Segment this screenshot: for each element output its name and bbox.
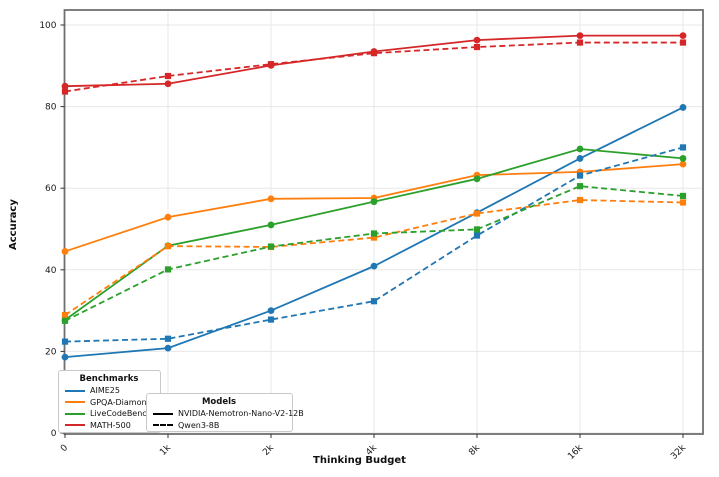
marker-livecodebench-v5-qwen3-8b [164, 266, 172, 273]
legend-item-aime25: AIME25 [65, 385, 153, 397]
legend-models: Models NVIDIA-Nemotron-Nano-V2-12B Qwen3… [146, 393, 304, 432]
legend-label-gpqa-diamond: GPQA-Diamond [90, 397, 152, 407]
marker-livecodebench-v5-qwen3-8b [370, 230, 378, 237]
marker-aime25-qwen3-8b [679, 144, 687, 151]
legend-models-title: Models [201, 397, 237, 407]
legend-item-livecodebench: LiveCodeBench v5 [65, 408, 164, 420]
marker-math-500-nvidia-nemotron-nano-v2-12b [164, 80, 172, 88]
y-tick-label: 20 [45, 347, 57, 357]
x-tick-label: 0 [59, 443, 70, 454]
marker-aime25-nvidia-nemotron-nano-v2-12b [576, 155, 584, 162]
marker-livecodebench-v5-nvidia-nemotron-nano-v2-12b [576, 145, 584, 153]
marker-livecodebench-v5-nvidia-nemotron-nano-v2-12b [267, 221, 275, 229]
legend-item-math-500: MATH-500 [65, 420, 153, 432]
marker-math-500-nvidia-nemotron-nano-v2-12b [679, 32, 687, 40]
marker-math-500-qwen3-8b [679, 39, 687, 46]
marker-aime25-qwen3-8b [61, 338, 69, 345]
marker-gpqa-diamond-qwen3-8b [164, 243, 172, 250]
marker-math-500-nvidia-nemotron-nano-v2-12b [473, 36, 481, 44]
legend-label-math-500: MATH-500 [90, 420, 131, 430]
legend-item-qwen3-8b: Qwen3-8B [153, 420, 285, 432]
marker-aime25-qwen3-8b [473, 232, 481, 239]
marker-math-500-qwen3-8b [473, 43, 481, 51]
legend-label-livecodebench: LiveCodeBench v5 [90, 409, 165, 419]
marker-math-500-nvidia-nemotron-nano-v2-12b [576, 32, 584, 40]
marker-math-500-qwen3-8b [370, 50, 378, 57]
line-swatch-aime25 [65, 389, 85, 392]
marker-aime25-qwen3-8b [576, 172, 584, 179]
x-axis-label: Thinking Budget [313, 455, 406, 466]
marker-aime25-qwen3-8b [267, 316, 275, 323]
marker-gpqa-diamond-qwen3-8b [576, 196, 584, 204]
marker-livecodebench-v5-nvidia-nemotron-nano-v2-12b [679, 155, 687, 162]
marker-aime25-qwen3-8b [164, 335, 172, 342]
y-tick-label: 0 [51, 429, 57, 439]
marker-math-500-qwen3-8b [267, 61, 275, 68]
y-tick-label: 80 [45, 103, 57, 113]
y-tick-label: 40 [45, 266, 57, 276]
marker-gpqa-diamond-nvidia-nemotron-nano-v2-12b [164, 213, 172, 221]
y-tick-label: 60 [45, 184, 57, 194]
marker-aime25-nvidia-nemotron-nano-v2-12b [679, 104, 687, 111]
marker-gpqa-diamond-nvidia-nemotron-nano-v2-12b [267, 195, 275, 203]
legend-item-nemotron: NVIDIA-Nemotron-Nano-V2-12B [153, 408, 304, 420]
line-swatch-math-500 [65, 424, 85, 427]
marker-math-500-qwen3-8b [61, 88, 69, 95]
marker-livecodebench-v5-nvidia-nemotron-nano-v2-12b [473, 175, 481, 183]
marker-aime25-nvidia-nemotron-nano-v2-12b [267, 307, 275, 314]
marker-gpqa-diamond-qwen3-8b [679, 199, 687, 206]
legend-label-nemotron: NVIDIA-Nemotron-Nano-V2-12B [178, 409, 304, 419]
legend-benchmarks: Benchmarks AIME25 GPQA-Diamond LiveCodeB… [58, 370, 164, 433]
marker-livecodebench-v5-qwen3-8b [473, 226, 481, 233]
marker-gpqa-diamond-qwen3-8b [370, 234, 378, 241]
marker-math-500-nvidia-nemotron-nano-v2-12b [61, 82, 69, 90]
legend-benchmarks-title: Benchmarks [79, 374, 139, 384]
marker-livecodebench-v5-qwen3-8b [61, 317, 69, 324]
marker-aime25-nvidia-nemotron-nano-v2-12b [370, 262, 378, 270]
marker-gpqa-diamond-nvidia-nemotron-nano-v2-12b [61, 248, 69, 255]
marker-livecodebench-v5-qwen3-8b [576, 183, 584, 190]
line-swatch-gpqa-diamond [65, 401, 85, 404]
marker-gpqa-diamond-qwen3-8b [61, 311, 69, 319]
legend-label-qwen3-8b: Qwen3-8B [178, 420, 220, 430]
legend-item-gpqa-diamond: GPQA-Diamond [65, 397, 153, 409]
line-swatch-nemotron [153, 412, 173, 415]
marker-livecodebench-v5-nvidia-nemotron-nano-v2-12b [370, 198, 378, 206]
marker-math-500-qwen3-8b [576, 39, 584, 46]
y-tick-label: 100 [39, 21, 56, 31]
marker-gpqa-diamond-nvidia-nemotron-nano-v2-12b [679, 160, 687, 168]
line-swatch-livecodebench [65, 412, 85, 415]
marker-livecodebench-v5-qwen3-8b [267, 243, 275, 250]
y-axis-label: Accuracy [8, 199, 19, 250]
marker-math-500-qwen3-8b [164, 72, 172, 80]
marker-gpqa-diamond-qwen3-8b [473, 210, 481, 217]
legend-label-aime25: AIME25 [90, 386, 120, 396]
line-swatch-qwen3-8b [153, 424, 173, 427]
plot-border [63, 9, 704, 435]
marker-livecodebench-v5-qwen3-8b [679, 192, 687, 200]
marker-aime25-nvidia-nemotron-nano-v2-12b [164, 344, 172, 352]
marker-aime25-nvidia-nemotron-nano-v2-12b [61, 353, 69, 361]
marker-aime25-qwen3-8b [370, 298, 378, 305]
